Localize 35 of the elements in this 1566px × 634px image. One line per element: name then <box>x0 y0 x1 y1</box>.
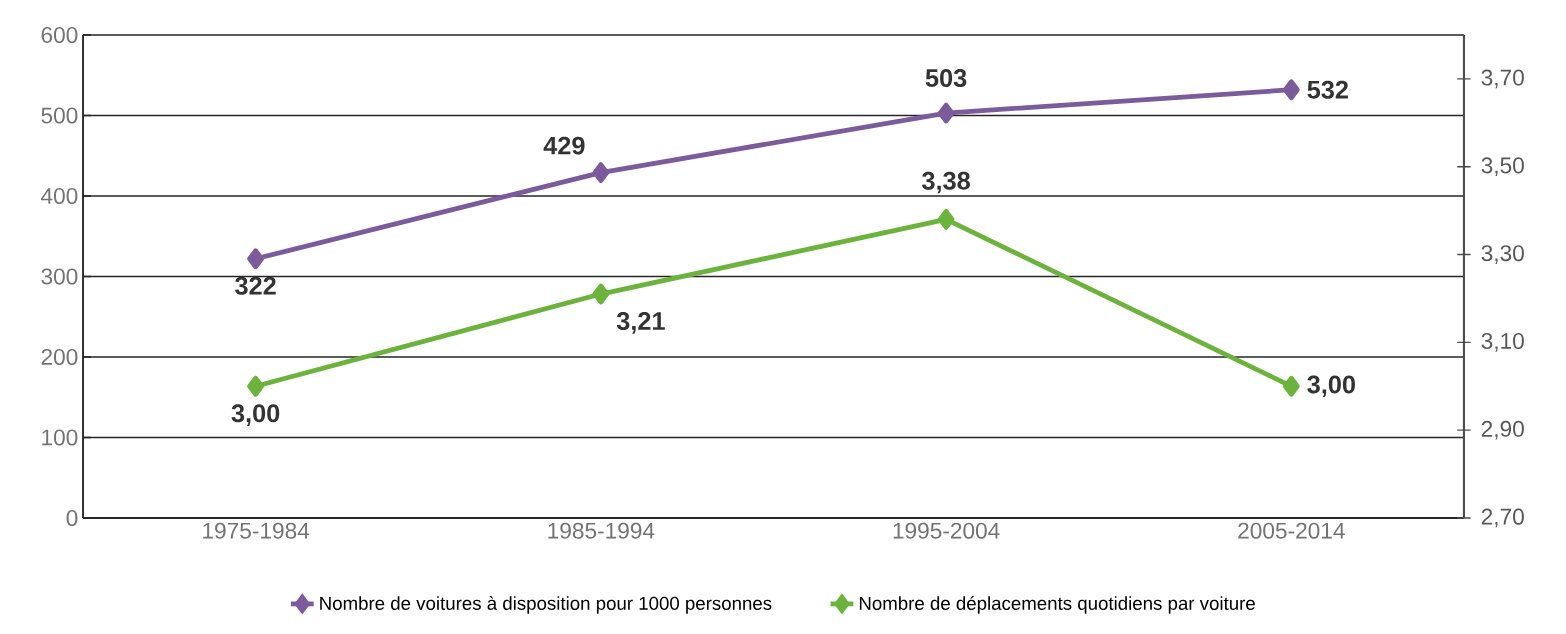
x-tick-label: 2005-2014 <box>1238 522 1345 539</box>
y-tick-label: 300 <box>41 268 78 285</box>
point <box>937 102 955 124</box>
y2-tick-label: 3,70 <box>1481 69 1524 89</box>
y2-tick-label: 3,50 <box>1481 157 1524 177</box>
point <box>937 209 955 230</box>
y2-tick-label: 3,30 <box>1481 245 1524 264</box>
y-tick-label: 200 <box>41 348 78 366</box>
data-label: 503 <box>925 69 967 88</box>
y-tick-label: 400 <box>41 187 78 205</box>
y-tick-label: 500 <box>41 107 78 124</box>
data-label: 3,00 <box>1307 375 1355 398</box>
point <box>592 162 610 184</box>
y2-tick-label: 3,10 <box>1481 332 1524 352</box>
x-tick-label: 1975-1984 <box>203 522 310 539</box>
point <box>592 283 610 305</box>
x-tick-label: 1985-1994 <box>548 522 655 539</box>
data-label: 3,00 <box>231 404 280 426</box>
point <box>1282 375 1300 397</box>
point <box>1282 79 1300 101</box>
y2-tick-label: 2,70 <box>1481 508 1524 528</box>
data-label: 3,38 <box>922 171 970 194</box>
x-tick-label: 1995-2004 <box>893 522 1000 539</box>
data-label: 3,21 <box>616 312 665 334</box>
data-label: 322 <box>235 276 276 295</box>
data-label: 532 <box>1307 80 1348 99</box>
data-label: 429 <box>543 136 585 155</box>
y-tick-label: 100 <box>42 429 78 446</box>
y-tick-label: 0 <box>66 509 78 527</box>
y-tick-label: 600 <box>41 26 78 44</box>
point <box>247 248 265 270</box>
legend-label: Nombre de voitures à disposition pour 1000 personnes <box>320 596 772 614</box>
legend-label: Nombre de déplacements quotidiens par voiture <box>859 596 1255 614</box>
y2-tick-label: 2,90 <box>1481 420 1524 440</box>
point <box>247 375 265 397</box>
